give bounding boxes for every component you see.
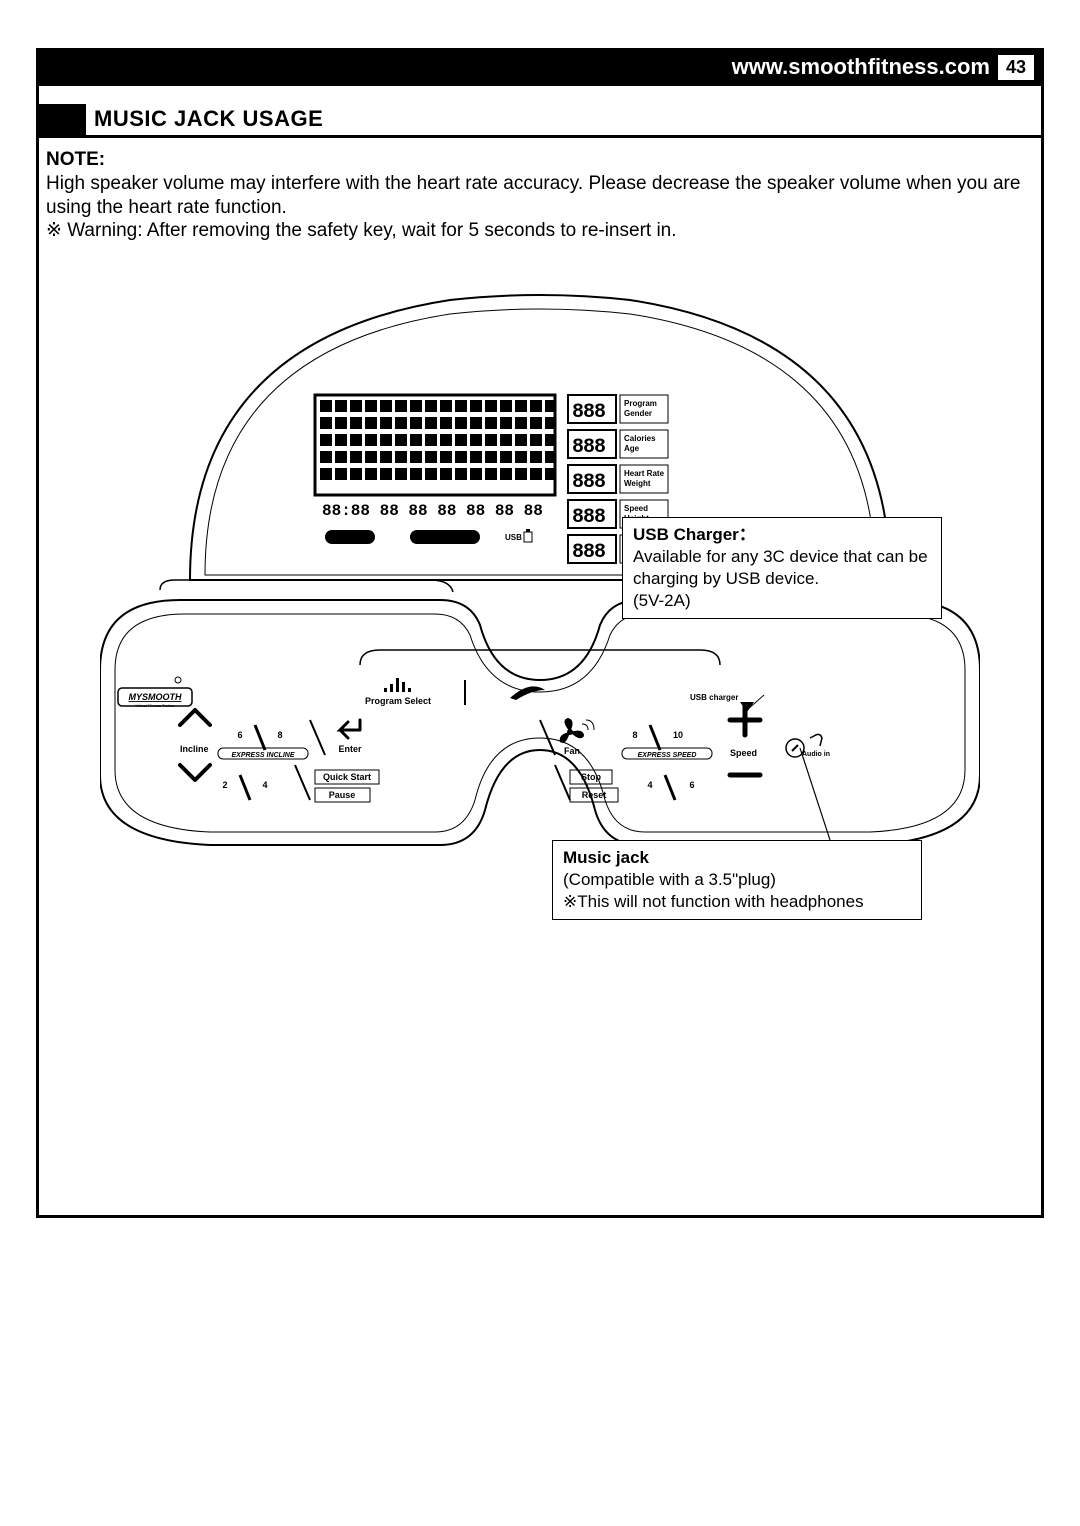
express-speed-label: EXPRESS SPEED: [638, 752, 697, 759]
quick-start-label: Quick Start: [323, 772, 371, 782]
readout-2: 888: [572, 471, 605, 494]
time-label: TIME: [339, 532, 361, 542]
note-label: NOTE:: [46, 148, 1036, 172]
speed-10: 10: [673, 730, 683, 740]
speed-8: 8: [632, 730, 637, 740]
music-callout-title: Music jack: [563, 847, 911, 869]
section-tab: [36, 104, 86, 138]
section-title: MUSIC JACK USAGE: [94, 106, 323, 132]
readout-0: 888: [572, 401, 605, 424]
speed-6: 6: [689, 780, 694, 790]
note-line-2: ※ Warning: After removing the safety key…: [46, 219, 1036, 243]
svg-text:Age: Age: [624, 444, 640, 453]
svg-text:88:88 88 88 88 88 88 88: 88:88 88 88 88 88 88 88: [322, 502, 543, 520]
incline-2: 2: [222, 780, 227, 790]
incline-4: 4: [262, 780, 267, 790]
readout-3: 888: [572, 506, 605, 529]
reset-label: Reset: [582, 790, 607, 800]
program-select-label: Program Select: [365, 696, 431, 706]
speed-label: Speed: [730, 748, 757, 758]
music-jack-callout: Music jack (Compatible with a 3.5"plug) …: [552, 840, 922, 920]
music-callout-body-1: (Compatible with a 3.5"plug): [563, 869, 911, 891]
usb-callout-title: USB Charger：: [633, 524, 931, 546]
fan-label: Fan: [564, 746, 580, 756]
express-incline-label: EXPRESS INCLINE: [231, 752, 294, 759]
incline-label: Incline: [180, 744, 209, 754]
svg-text:Heart Rate: Heart Rate: [624, 469, 665, 478]
svg-text:Program: Program: [624, 399, 657, 408]
pause-label: Pause: [329, 790, 356, 800]
music-callout-body-2: ※This will not function with headphones: [563, 891, 911, 913]
usb-charger-callout: USB Charger： Available for any 3C device…: [622, 517, 942, 619]
usb-mini-label: USB: [505, 533, 522, 542]
svg-text:Weight: Weight: [624, 479, 651, 488]
note-line-1: High speaker volume may interfere with t…: [46, 172, 1036, 220]
incline-6: 6: [237, 730, 242, 740]
incline-8: 8: [277, 730, 282, 740]
audio-in-label: Audio in: [802, 751, 830, 758]
readout-1: 888: [572, 436, 605, 459]
readout-4: 888: [572, 541, 605, 564]
usb-callout-body-1: Available for any 3C device that can be …: [633, 546, 931, 590]
usb-callout-body-2: (5V-2A): [633, 590, 931, 612]
enter-label: Enter: [338, 744, 362, 754]
svg-text:Gender: Gender: [624, 409, 652, 418]
section-underline: [86, 135, 1044, 138]
note-block: NOTE: High speaker volume may interfere …: [46, 148, 1036, 243]
svg-text:Speed: Speed: [624, 504, 648, 513]
distance-label: DISTANCE: [422, 532, 467, 542]
brand-label: MYSMOOTH: [129, 692, 182, 702]
svg-text:Calories: Calories: [624, 434, 656, 443]
stop-label: Stop: [581, 772, 601, 782]
usb-charger-label: USB charger: [690, 693, 738, 702]
svg-text:Virtual Fitness Trainer: Virtual Fitness Trainer: [136, 703, 175, 708]
speed-4: 4: [647, 780, 652, 790]
